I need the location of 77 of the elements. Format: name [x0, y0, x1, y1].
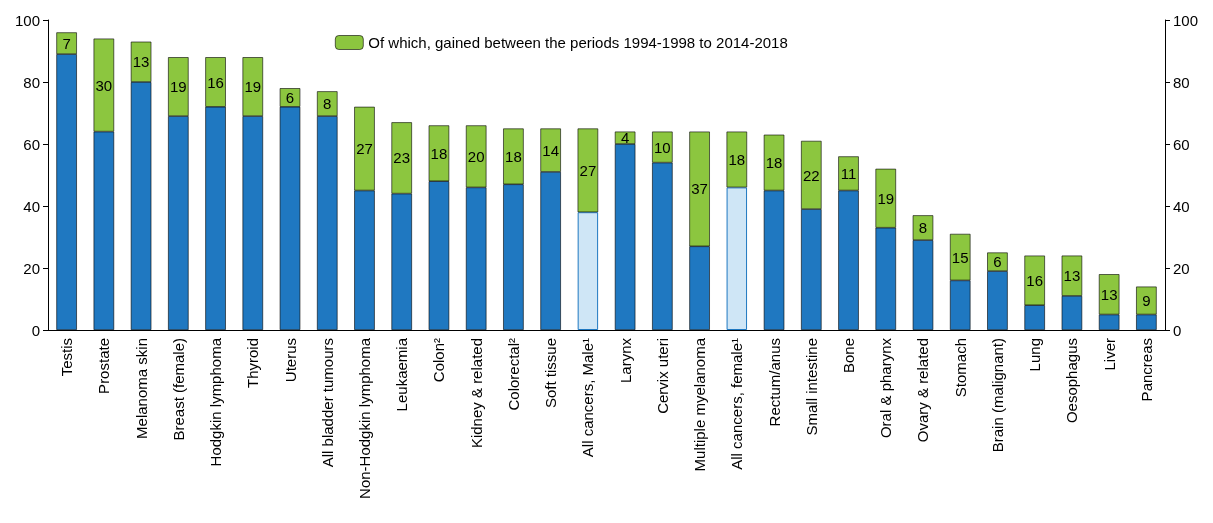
- x-tick-label: All cancers, female¹: [728, 338, 746, 470]
- y-tick-label: 60: [23, 135, 40, 153]
- data-label: 19: [169, 78, 187, 96]
- y2-tick-label: 40: [1173, 197, 1190, 215]
- x-tick-label: Cervix uteri: [653, 338, 671, 414]
- x-tick-label: Uterus: [281, 338, 299, 383]
- x-tick-label: Colorectal²: [504, 338, 522, 411]
- x-tick-label: Oesophagus: [1063, 338, 1081, 424]
- data-label: 7: [62, 34, 71, 52]
- y2-tick-label: 0: [1173, 321, 1182, 339]
- data-label: 16: [1026, 271, 1044, 289]
- data-label: 13: [1100, 285, 1118, 303]
- x-tick-label: Multiple myelanoma: [691, 337, 709, 472]
- data-label: 6: [993, 253, 1002, 271]
- data-label: 9: [1142, 292, 1151, 310]
- y2-tick-label: 20: [1173, 259, 1190, 277]
- x-tick-label: Liver: [1100, 338, 1118, 371]
- x-tick-label: Rectum/anus: [765, 338, 783, 427]
- data-label: 19: [244, 78, 262, 96]
- data-label: 20: [467, 147, 485, 165]
- x-tick-label: Pancreas: [1137, 338, 1155, 402]
- y2-tick-label: 80: [1173, 73, 1190, 91]
- data-label: 22: [802, 166, 820, 184]
- legend-label: Of which, gained between the periods 1994-1998 to 2014-2018: [368, 34, 788, 51]
- data-label: 37: [691, 180, 708, 198]
- data-label: 30: [95, 76, 113, 94]
- x-tick-label: Larynx: [616, 337, 634, 384]
- data-label: 11: [840, 164, 857, 182]
- x-tick-label: Testis: [58, 338, 76, 377]
- x-tick-label: All cancers, Male¹: [579, 338, 597, 458]
- data-label: 14: [542, 141, 559, 159]
- x-tick-label: Thyroid: [244, 338, 262, 389]
- y-tick-label: 40: [23, 197, 40, 215]
- x-tick-label: Hodgkin lymphoma: [207, 337, 225, 467]
- x-tick-label: Breast (female): [169, 338, 187, 441]
- data-label: 4: [620, 129, 630, 147]
- bar: [726, 187, 748, 330]
- x-tick-label: Prostate: [95, 338, 113, 394]
- x-tick-label: Kidney & related: [467, 338, 485, 449]
- data-label: 27: [579, 161, 597, 179]
- data-label: 23: [393, 149, 411, 167]
- y-tick-label: 20: [23, 259, 40, 277]
- y-tick-label: 0: [31, 321, 40, 339]
- data-label: 8: [323, 95, 332, 113]
- data-label: 18: [765, 154, 783, 172]
- data-label: 13: [132, 53, 150, 71]
- x-tick-label: Bone: [840, 338, 858, 374]
- bar: [577, 212, 599, 330]
- data-label: 18: [505, 147, 522, 165]
- bar: [726, 131, 748, 188]
- x-tick-label: Brain (malignant): [988, 338, 1006, 453]
- x-tick-label: Small intestine: [802, 338, 820, 436]
- x-tick-label: Ovary & related: [914, 338, 932, 443]
- x-tick-label: Melanoma skin: [132, 338, 150, 439]
- x-tick-label: Lung: [1026, 338, 1044, 372]
- y2-tick-label: 100: [1173, 11, 1199, 29]
- y-tick-label: 80: [23, 73, 40, 91]
- x-tick-label: Colon²: [430, 338, 448, 383]
- bar: [577, 128, 599, 213]
- data-label: 13: [1063, 267, 1081, 285]
- data-label: 18: [728, 151, 746, 168]
- data-label: 16: [207, 73, 224, 91]
- x-tick-label: Oral & pharynx: [877, 337, 895, 439]
- x-tick-label: All bladder tumours: [318, 338, 336, 468]
- x-tick-label: Stomach: [951, 338, 969, 398]
- data-label: 10: [654, 138, 671, 156]
- y2-tick-label: 60: [1173, 135, 1190, 153]
- data-label: 18: [430, 144, 448, 162]
- y-tick-label: 100: [14, 11, 40, 29]
- x-tick-label: Leukaemia: [393, 337, 411, 412]
- data-label: 27: [356, 140, 373, 158]
- data-label: 8: [918, 219, 928, 237]
- data-label: 19: [877, 189, 895, 207]
- data-label: 6: [285, 89, 295, 106]
- x-tick-label: Non-Hodgkin lymphoma: [355, 337, 373, 499]
- x-tick-label: Soft tissue: [542, 338, 560, 409]
- data-label: 15: [951, 248, 969, 266]
